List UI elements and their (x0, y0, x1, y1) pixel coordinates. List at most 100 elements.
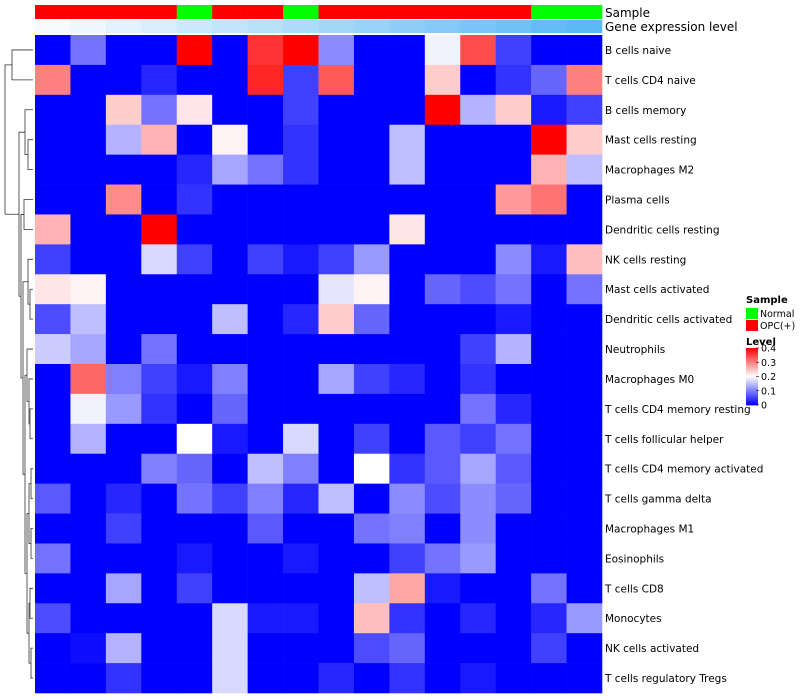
heatmap-cell (495, 423, 532, 455)
heatmap-cell (176, 184, 213, 215)
heatmap-cell (531, 35, 567, 66)
dendrogram-branch (24, 109, 33, 156)
heatmap-cell (70, 334, 107, 365)
sample-annotation-cell (70, 5, 107, 19)
legend-colorbar-segment (746, 383, 758, 386)
heatmap-cell (212, 364, 248, 395)
heatmap-cell (105, 214, 142, 245)
heatmap-cell (70, 35, 107, 66)
legend-colorbar-segment (746, 350, 758, 353)
heatmap-cell (460, 214, 496, 245)
heatmap-cell (389, 543, 426, 574)
heatmap-cell (353, 663, 390, 694)
heatmap-cell (247, 393, 284, 425)
heatmap-cell (424, 573, 461, 604)
sample-annotation-cell (35, 5, 71, 19)
row-label: T cells CD4 naive (604, 75, 696, 87)
heatmap-cell (141, 663, 178, 694)
legend-colorbar-segment (746, 385, 758, 387)
heatmap-cell (176, 214, 213, 245)
heatmap-cell (247, 94, 284, 126)
dendrogram-branch (30, 468, 33, 499)
heatmap-cell (460, 543, 496, 574)
heatmap-cell (70, 423, 107, 455)
dendrogram-branch (29, 288, 33, 320)
row-label: T cells CD8 (604, 583, 664, 595)
legend-colorbar-segment (746, 366, 758, 369)
heatmap-cell (176, 64, 213, 96)
heatmap-cell (283, 573, 319, 604)
heatmap-cell (283, 663, 319, 694)
heatmap-cell (389, 483, 426, 514)
heatmap-cell (495, 633, 532, 664)
heatmap-cell (141, 453, 178, 484)
row-label: NK cells activated (605, 643, 699, 655)
heatmap-cell (389, 304, 426, 335)
heatmap-cell (318, 214, 355, 245)
heatmap-cell (176, 274, 213, 305)
heatmap-cell (424, 453, 461, 484)
heatmap-cell (247, 513, 284, 544)
heatmap-cell (141, 184, 178, 215)
heatmap-cell (176, 513, 213, 544)
heatmap-cell (212, 513, 248, 544)
heatmap-cell (176, 35, 213, 66)
heatmap-cell (460, 633, 496, 664)
heatmap-cell (353, 543, 390, 574)
heatmap-cell (389, 393, 426, 425)
legend-sample-title: Sample (746, 295, 788, 306)
heatmap-cell (283, 64, 319, 96)
heatmap-cell (283, 483, 319, 514)
sample-annotation-cell (424, 5, 461, 19)
expression-annotation-cell (353, 20, 390, 33)
heatmap-cell (212, 274, 248, 305)
heatmap-cell (212, 334, 248, 365)
heatmap-cell (70, 244, 107, 275)
heatmap-cell (212, 453, 248, 484)
legend-colorbar-segment (746, 360, 758, 363)
legend-colorbar-segment (746, 356, 758, 359)
heatmap-cell (353, 214, 390, 245)
heatmap-cell (389, 633, 426, 664)
legend-colorbar-segment (746, 348, 758, 350)
heatmap-cell (566, 603, 603, 634)
heatmap-cell (176, 393, 213, 425)
heatmap-cell (531, 513, 567, 544)
row-label: Monocytes (605, 613, 662, 625)
heatmap-cell (460, 453, 496, 484)
heatmap-cell (212, 393, 248, 425)
heatmap-cell (531, 214, 567, 245)
heatmap-cell (424, 483, 461, 514)
heatmap-cell (460, 124, 496, 155)
heatmap-cell (283, 124, 319, 155)
heatmap-cell (566, 453, 603, 484)
heatmap-cell (247, 184, 284, 215)
heatmap-cell (353, 334, 390, 365)
heatmap-cell (212, 124, 248, 155)
heatmap-cell (70, 483, 107, 514)
heatmap-cell (283, 364, 319, 395)
row-labels: B cells naive T cells CD4 naive B cells me… (604, 45, 763, 685)
legend-colorbar-segment (746, 359, 758, 362)
row-label: Eosinophils (605, 553, 664, 565)
legend-tick-label: 0.4 (761, 344, 776, 355)
heatmap-cell (35, 244, 71, 275)
heatmap-cell (424, 334, 461, 365)
legend-colorbar-segment (746, 390, 758, 393)
dendrogram-branch (29, 408, 33, 440)
row-label: Dendritic cells resting (605, 224, 720, 236)
heatmap-cell (212, 94, 248, 126)
heatmap-cell (141, 423, 178, 455)
legend-colorbar-segment (746, 357, 758, 360)
heatmap-cell (566, 64, 603, 96)
heatmap-cell (353, 483, 390, 514)
heatmap-cell (35, 334, 71, 365)
heatmap-cell (389, 94, 426, 126)
heatmap-cell (70, 633, 107, 664)
heatmap-cell (212, 154, 248, 185)
heatmap-cell (105, 483, 142, 514)
expression-annotation-cell (105, 20, 142, 33)
heatmap-cell (105, 423, 142, 455)
